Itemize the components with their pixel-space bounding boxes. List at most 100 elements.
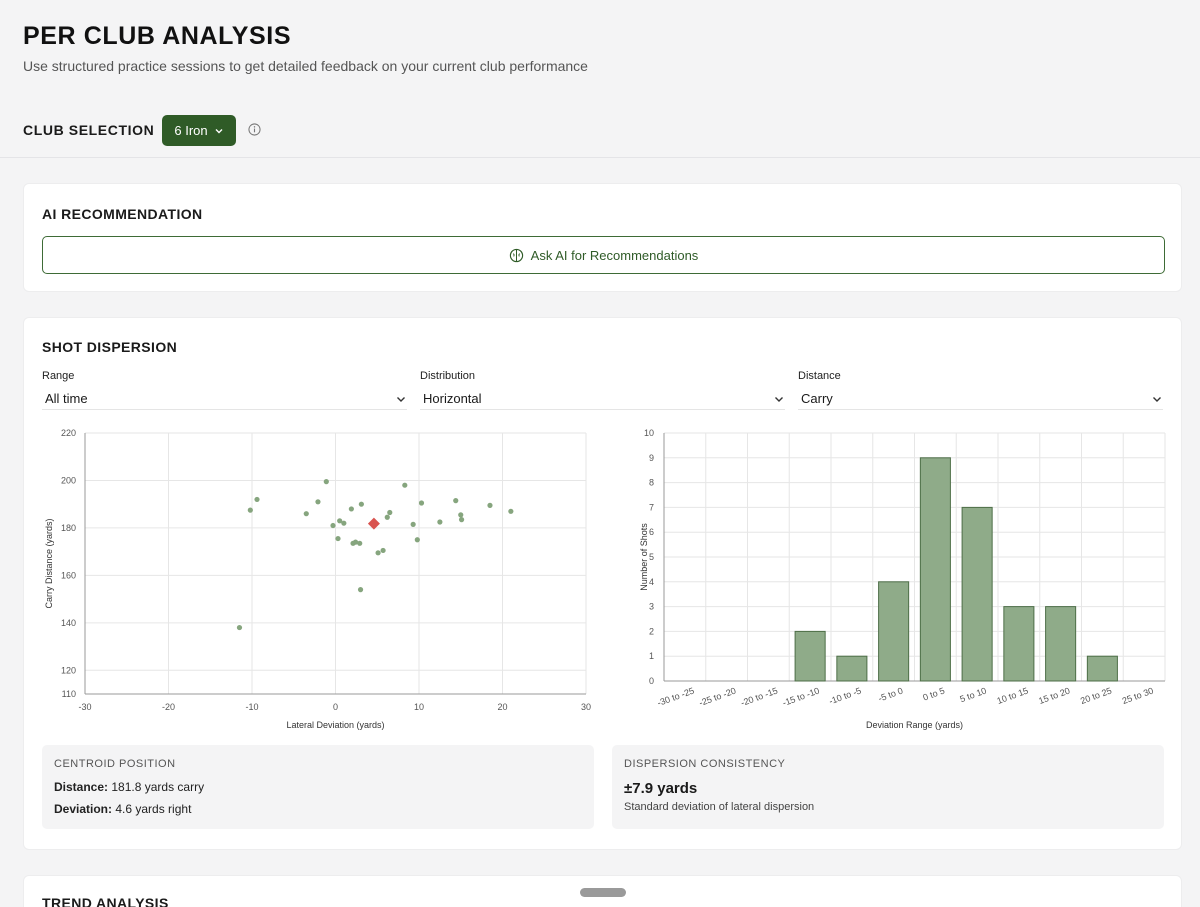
centroid-distance: Distance: 181.8 yards carry [54, 780, 204, 794]
page-title: PER CLUB ANALYSIS [23, 22, 292, 50]
shot-dispersion-title: SHOT DISPERSION [42, 339, 178, 355]
shot-point [247, 507, 253, 513]
distance-select[interactable]: Carry [798, 388, 1163, 410]
x-tick-label: 10 [414, 702, 424, 712]
ask-ai-label: Ask AI for Recommendations [530, 247, 699, 263]
y-tick-label: 3 [649, 602, 654, 612]
distance-select-value: Carry [801, 391, 833, 406]
shot-point [387, 509, 393, 516]
club-select-value: 6 Iron [174, 123, 208, 138]
range-select-value: All time [45, 391, 88, 406]
x-axis-label: Deviation Range (yards) [866, 720, 963, 730]
x-tick-label: -15 to -10 [781, 685, 821, 708]
histogram-bar [961, 506, 993, 682]
y-tick-label: 1 [649, 651, 654, 661]
x-tick-label: 30 [581, 702, 591, 712]
x-tick-label: 0 [333, 702, 338, 712]
y-axis-label: Carry Distance (yards) [44, 518, 54, 608]
distribution-select[interactable]: Horizontal [420, 388, 785, 410]
shot-point [508, 508, 514, 514]
shot-point [357, 587, 364, 593]
shot-point [458, 517, 465, 523]
shot-point [458, 512, 464, 518]
x-tick-label: -20 [162, 702, 175, 712]
centroid-deviation-value: 4.6 yards right [115, 802, 192, 816]
drag-handle[interactable] [580, 888, 626, 897]
y-tick-label: 6 [649, 527, 654, 537]
ai-recommendation-card: AI RECOMMENDATION Ask AI for Recommendat… [23, 183, 1182, 292]
shot-point [335, 535, 341, 542]
brain-icon [509, 248, 523, 262]
shot-point [254, 496, 260, 503]
consistency-caption: Standard deviation of lateral dispersion [624, 801, 815, 813]
y-tick-label: 0 [649, 676, 654, 686]
centroid-position-box: CENTROID POSITION Distance: 181.8 yards … [42, 745, 594, 829]
shot-point [375, 550, 381, 556]
centroid-deviation-label: Deviation: [54, 802, 113, 816]
page-header: PER CLUB ANALYSIS Use structured practic… [0, 0, 1200, 158]
club-selection-label: CLUB SELECTION [23, 122, 155, 138]
x-tick-label: -5 to 0 [877, 685, 904, 703]
info-icon[interactable] [248, 123, 261, 136]
centroid-heading: CENTROID POSITION [54, 758, 176, 770]
histogram-bar [919, 457, 951, 682]
centroid-deviation: Deviation: 4.6 yards right [54, 802, 191, 816]
x-tick-label: 20 to 25 [1079, 685, 1113, 706]
distance-filter: Distance Carry [798, 370, 1163, 410]
shot-point [414, 537, 420, 543]
shot-point [437, 519, 443, 525]
range-select[interactable]: All time [42, 388, 407, 410]
shot-point [236, 624, 243, 631]
trend-analysis-title: TREND ANALYSIS [42, 895, 169, 907]
page-subtitle: Use structured practice sessions to get … [23, 58, 588, 74]
y-tick-label: 4 [649, 577, 654, 587]
shot-point [341, 520, 347, 526]
y-tick-label: 220 [61, 428, 76, 438]
histogram-bar [1086, 655, 1118, 682]
shot-point [315, 499, 321, 505]
histogram-bar [836, 655, 868, 682]
shot-point [330, 522, 336, 529]
consistency-value: ±7.9 yards [624, 780, 698, 797]
x-tick-label: 20 [497, 702, 507, 712]
club-select-dropdown[interactable]: 6 Iron [162, 115, 236, 146]
consistency-heading: DISPERSION CONSISTENCY [624, 758, 786, 770]
shot-dispersion-card: SHOT DISPERSION Range All time Distribut… [23, 317, 1182, 850]
shot-point [402, 482, 408, 488]
y-tick-label: 8 [649, 478, 654, 488]
shot-point [453, 498, 459, 504]
chevron-down-icon [775, 396, 783, 402]
x-tick-label: -10 [245, 702, 258, 712]
distribution-filter: Distribution Horizontal [420, 370, 785, 410]
x-tick-label: 5 to 10 [959, 685, 988, 704]
range-filter-label: Range [42, 370, 75, 382]
centroid-distance-value: 181.8 yards carry [111, 780, 205, 794]
y-tick-label: 10 [644, 428, 654, 438]
x-tick-label: 25 to 30 [1121, 685, 1155, 706]
shot-point [487, 502, 493, 508]
y-tick-label: 200 [61, 475, 76, 485]
y-tick-label: 2 [649, 626, 654, 636]
ask-ai-button[interactable]: Ask AI for Recommendations [42, 236, 1165, 274]
centroid-marker [367, 517, 380, 530]
x-tick-label: -20 to -15 [739, 685, 779, 708]
shot-point [323, 479, 329, 485]
shot-point [348, 506, 354, 512]
distribution-filter-label: Distribution [420, 370, 476, 382]
dispersion-consistency-box: DISPERSION CONSISTENCY ±7.9 yards Standa… [612, 745, 1164, 829]
centroid-distance-label: Distance: [54, 780, 109, 794]
shot-point [410, 521, 416, 527]
histogram-chart: 0 1 2 3 4 5 6 7 8 9 10 -30 to -25 -25 to -20 -20 to -… [639, 428, 1166, 730]
ai-recommendation-title: AI RECOMMENDATION [42, 206, 203, 222]
y-tick-label: 160 [61, 570, 76, 580]
shot-point [418, 500, 425, 506]
y-tick-label: 5 [649, 552, 654, 562]
x-axis-label: Lateral Deviation (yards) [286, 720, 384, 730]
distance-filter-label: Distance [798, 370, 841, 382]
y-tick-label: 9 [649, 453, 654, 463]
x-tick-label: -30 to -25 [656, 685, 696, 708]
y-tick-label: 140 [61, 618, 76, 628]
y-tick-label: 180 [61, 523, 76, 533]
x-tick-label: 15 to 20 [1037, 685, 1071, 706]
x-tick-label: 10 to 15 [996, 685, 1030, 706]
